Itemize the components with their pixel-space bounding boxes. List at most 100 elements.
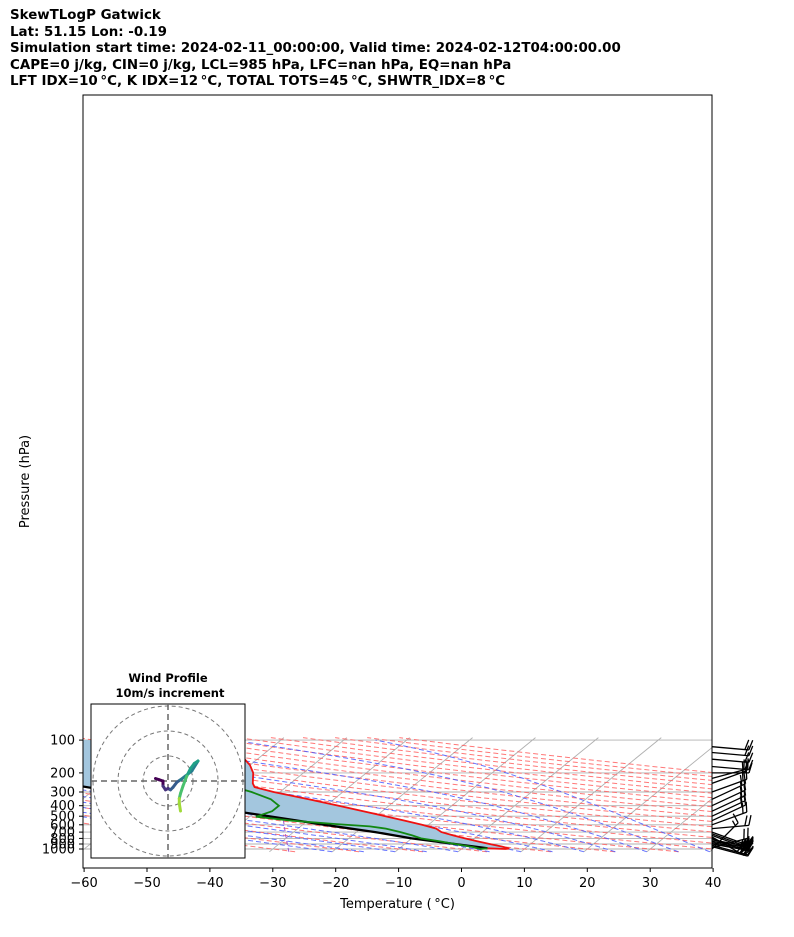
dry-adiabat <box>83 743 712 823</box>
x-tick-label: −10 <box>385 876 412 891</box>
isotherm-line <box>457 737 599 853</box>
y-tick-label: 100 <box>50 734 75 749</box>
barb-staff <box>711 783 746 800</box>
barb-flag <box>746 839 754 849</box>
x-axis-label: Temperature ( °C) <box>339 897 455 912</box>
wind-barbs <box>711 739 754 857</box>
barb-staff <box>711 751 749 757</box>
stability-parameters: CAPE=0 j/kg, CIN=0 j/kg, LCL=985 hPa, LF… <box>10 57 512 73</box>
barb-flag <box>746 842 754 852</box>
barb-flag <box>747 845 754 856</box>
barb-flag <box>744 752 750 763</box>
wind-barb <box>711 815 752 830</box>
barb-half-flag <box>742 838 747 844</box>
dry-adiabat <box>83 766 712 844</box>
dry-adiabat <box>399 737 712 773</box>
dry-adiabat <box>238 737 712 794</box>
barb-staff <box>711 834 747 849</box>
barb-staff <box>711 758 749 764</box>
data-lines <box>83 739 510 850</box>
wind-barb <box>711 779 747 807</box>
barb-flag <box>743 773 747 784</box>
barb-flag <box>743 828 745 840</box>
x-tick-label: −60 <box>70 876 97 891</box>
barb-staff <box>711 833 747 848</box>
barb-staff <box>711 765 749 771</box>
barb-staff <box>711 799 746 817</box>
stability-indices: LFT IDX=10 °C, K IDX=12 °C, TOTAL TOTS=4… <box>10 74 506 90</box>
barb-flag <box>745 801 748 813</box>
barb-flag <box>748 745 754 756</box>
dry-adiabat <box>83 807 424 853</box>
barb-flag <box>743 779 747 791</box>
hodograph-body <box>91 704 245 858</box>
barb-flag <box>739 781 743 792</box>
barb-half-flag <box>731 820 736 826</box>
dry-adiabat <box>83 754 712 833</box>
hodograph-title: Wind Profile <box>128 671 208 685</box>
wind-barb <box>711 773 747 800</box>
cape-cin-shading <box>83 740 510 849</box>
wind-barb <box>711 833 754 848</box>
barb-flag <box>744 739 750 750</box>
dry-adiabat <box>206 737 712 799</box>
barb-flag <box>741 803 744 814</box>
moist-adiabat <box>83 750 616 853</box>
mixing-ratio-line <box>283 820 290 852</box>
axes: −60 −50 −40 −30 −20 −10 0 10 20 30 40 1000900800700… <box>18 94 721 912</box>
barb-flag <box>744 815 748 826</box>
y-tick-label: 200 <box>50 766 75 781</box>
barb-flag <box>748 815 752 826</box>
barb-flag <box>744 759 750 770</box>
wind-barb <box>711 745 754 757</box>
y-tick-label: 1000 <box>42 843 75 858</box>
barb-flag <box>739 774 743 786</box>
barb-staff <box>711 844 748 856</box>
moist-adiabat <box>375 739 710 853</box>
barb-flag <box>743 847 753 856</box>
barb-staff <box>711 824 749 830</box>
y-tick-label: 300 <box>50 786 75 801</box>
barb-flag <box>747 846 754 857</box>
barb-staff <box>711 778 747 793</box>
hodograph-ring <box>117 730 219 832</box>
barb-flag <box>748 752 754 763</box>
barb-staff <box>711 836 745 856</box>
x-tick-label: −40 <box>196 876 223 891</box>
barb-flag <box>744 762 749 774</box>
wind-barb <box>711 739 754 751</box>
barb-half-flag <box>742 840 747 846</box>
barb-staff <box>711 811 747 826</box>
dry-adiabat <box>270 737 712 790</box>
y-tick-label: 600 <box>50 818 75 833</box>
isotherm-line <box>269 737 410 853</box>
dry-adiabat <box>174 737 712 803</box>
barb-flag <box>732 813 739 824</box>
barb-staff <box>711 842 749 850</box>
y-tick-label: 500 <box>50 810 75 825</box>
wind-barb <box>711 831 754 846</box>
y-tick-label: 700 <box>50 826 75 841</box>
plot-frame <box>82 94 713 869</box>
wind-barb <box>711 752 754 764</box>
barb-flag <box>746 835 754 846</box>
chart-title: SkewTLogP Gatwick <box>10 8 161 23</box>
moist-adiabat <box>111 739 648 853</box>
barb-flag <box>748 759 754 770</box>
station-location: Lat: 51.15 Lon: -0.19 <box>10 24 167 40</box>
chart-header: SkewTLogP Gatwick Lat: 51.15 Lon: -0.19 … <box>10 8 621 91</box>
hodograph-segment <box>181 774 189 788</box>
y-tick-label: 900 <box>50 838 75 853</box>
x-tick-label: 0 <box>457 876 465 891</box>
barb-flag <box>748 739 754 751</box>
x-tick-label: −50 <box>133 876 160 891</box>
moist-adiabat <box>83 763 585 853</box>
hodograph-subtitle: 10m/s increment <box>116 686 225 700</box>
moist-adiabat <box>83 795 459 853</box>
isotherm-line <box>83 737 96 749</box>
x-tick-label: 30 <box>642 876 659 891</box>
x-tick-label: 10 <box>516 876 533 891</box>
wind-barb <box>711 759 754 771</box>
